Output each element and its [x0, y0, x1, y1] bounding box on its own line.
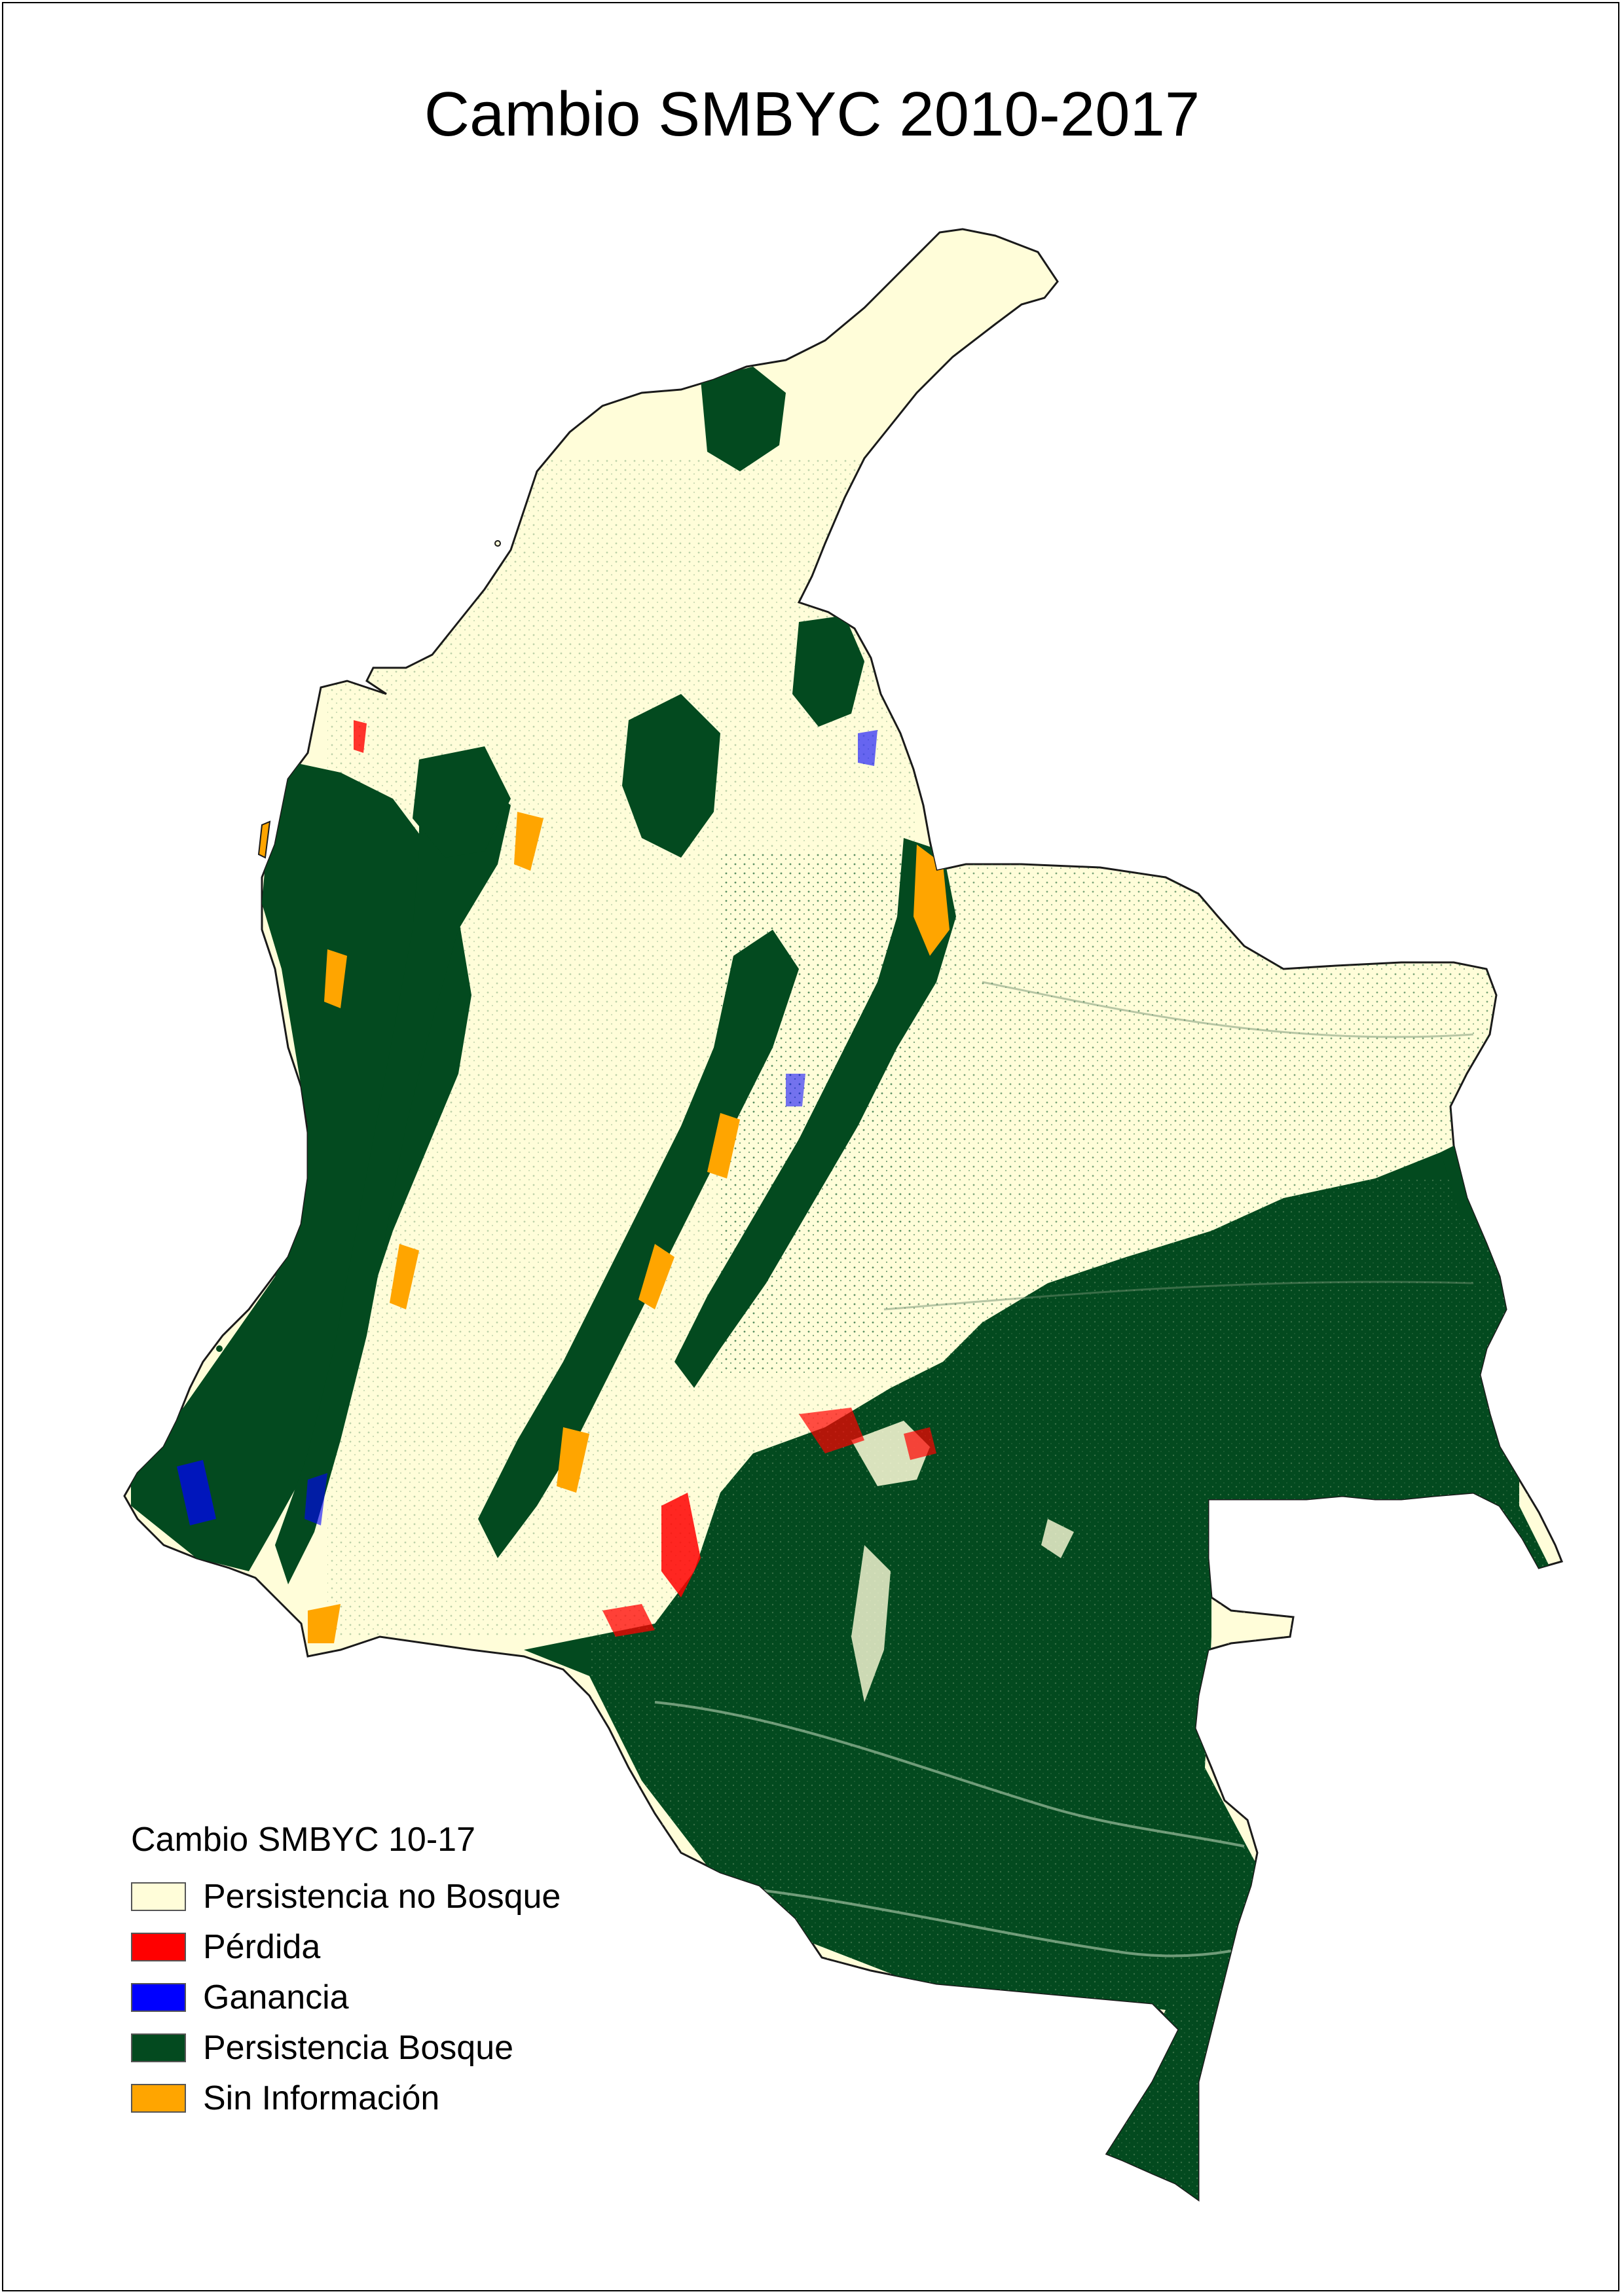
loss-meta	[904, 1427, 936, 1460]
legend-item: Pérdida	[131, 1922, 561, 1972]
map-legend: Cambio SMBYC 10-17 Persistencia no Bosqu…	[131, 1820, 561, 2123]
map-title: Cambio SMBYC 2010-2017	[424, 79, 1200, 149]
legend-swatch	[131, 1932, 186, 1961]
legend-title: Cambio SMBYC 10-17	[131, 1821, 475, 1859]
orange-island-patch	[257, 820, 271, 859]
legend-label: Pérdida	[203, 1927, 321, 1966]
river-caqueta	[654, 1701, 1245, 1848]
gain-cauca	[304, 1473, 327, 1525]
no-info-south-1	[308, 1604, 341, 1643]
loss-putumayo	[602, 1604, 655, 1637]
legend-label: Persistencia Bosque	[203, 2028, 514, 2067]
river-guaviare	[883, 1281, 1474, 1311]
river-meta	[982, 981, 1474, 1038]
no-info-west-2	[390, 1244, 419, 1309]
amazon-clearing-3	[1041, 1519, 1074, 1558]
islet	[494, 540, 501, 547]
no-info-west-1	[324, 949, 347, 1008]
gain-narino	[177, 1460, 216, 1525]
legend-item: Persistencia no Bosque	[131, 1871, 561, 1922]
pacific-forest	[131, 753, 471, 1571]
forest-texture	[589, 1178, 1562, 2200]
eastern-cordillera-forest	[674, 838, 956, 1388]
loss-caqueta	[661, 1493, 701, 1597]
legend-label: Persistencia no Bosque	[203, 1877, 561, 1916]
central-cordillera-forest	[478, 930, 799, 1558]
legend-swatch	[131, 2083, 186, 2113]
loss-choco	[354, 720, 367, 753]
gain-boyaca	[786, 1074, 805, 1106]
no-info-central-1	[707, 1113, 740, 1178]
legend-swatch	[131, 2033, 186, 2062]
western-cordillera-forest	[275, 773, 511, 1584]
islet	[216, 1345, 223, 1352]
catatumbo-forest	[792, 615, 864, 727]
loss-guaviare	[799, 1408, 864, 1453]
legend-item: Persistencia Bosque	[131, 2022, 561, 2073]
legend-label: Ganancia	[203, 1978, 349, 2016]
magdalena-forest-patch	[622, 694, 720, 858]
legend-item: Ganancia	[131, 1972, 561, 2022]
antioquia-forest-patch	[413, 746, 511, 858]
river-putumayo	[720, 1884, 1232, 1958]
no-info-valle	[514, 812, 544, 871]
amazon-clearing-2	[851, 1545, 891, 1702]
no-info-central-2	[638, 1244, 674, 1309]
gain-santander	[858, 730, 877, 766]
legend-swatch	[131, 1982, 186, 2012]
legend-swatch	[131, 1882, 186, 1911]
sierra-nevada-forest	[701, 367, 786, 471]
no-info-east-ridge	[913, 845, 950, 956]
legend-item: Sin Información	[131, 2073, 561, 2123]
legend-label: Sin Información	[203, 2079, 440, 2117]
no-info-central-3	[557, 1427, 589, 1493]
